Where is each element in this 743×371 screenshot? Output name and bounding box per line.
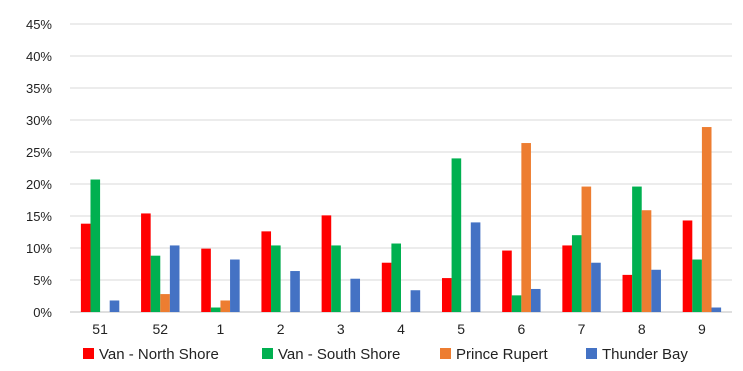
bar [391,243,401,312]
bar [331,245,341,312]
x-tick-label: 3 [337,321,345,337]
bar [571,235,582,312]
bar [711,307,722,312]
legend-label: Van - North Shore [99,346,219,363]
bar [141,213,151,312]
legend-item: Prince Rupert [440,346,549,363]
y-tick-label: 30% [26,113,52,128]
legend: Van - North Shore Van - South Shore Prince… [83,346,688,363]
bar [90,179,101,312]
bar [410,290,421,312]
bar [581,186,592,312]
gridlines [70,23,732,313]
bar [682,220,693,312]
bar [210,307,221,312]
bar [622,274,633,312]
legend-swatch [262,348,273,359]
legend-label: Thunder Bay [602,346,688,363]
bar [701,127,712,312]
y-tick-label: 25% [26,145,52,160]
bar [230,259,240,312]
legend-label: Van - South Shore [278,346,400,363]
bar [381,262,392,312]
bar [321,215,332,312]
bar [651,269,661,312]
y-tick-label: 40% [26,49,52,64]
bar [160,294,170,312]
x-tick-label: 2 [277,321,285,337]
bar [502,250,512,312]
bar [641,210,652,312]
legend-swatch [440,348,451,359]
legend-item: Van - North Shore [83,346,219,363]
y-tick-label: 10% [26,241,52,256]
x-tick-label: 1 [217,321,225,337]
bar [80,223,91,312]
bar [511,295,522,312]
y-tick-label: 5% [33,273,52,288]
bar [150,255,161,312]
legend-swatch [586,348,597,359]
y-tick-label: 15% [26,209,52,224]
bar [290,271,300,312]
x-tick-label: 6 [517,321,525,337]
legend-item: Van - South Shore [262,346,400,363]
x-tick-label: 5 [457,321,465,337]
bar [261,231,272,312]
y-tick-label: 20% [26,177,52,192]
y-tick-label: 35% [26,81,52,96]
legend-swatch [83,348,94,359]
x-tick-label: 8 [638,321,646,337]
bar [271,245,281,312]
bar [692,259,702,312]
x-axis-labels: 51 52 1 2 3 4 5 6 7 8 9 [92,321,706,337]
x-tick-label: 7 [578,321,586,337]
x-tick-label: 9 [698,321,706,337]
bars [80,127,722,312]
bar [591,262,601,312]
x-tick-label: 52 [152,321,168,337]
bar [201,248,211,312]
legend-item: Thunder Bay [586,346,688,363]
x-tick-label: 4 [397,321,405,337]
bar [441,278,452,312]
y-axis-labels: 0% 5% 10% 15% 20% 25% 30% 35% 40% 45% [26,17,52,320]
x-tick-label: 51 [92,321,108,337]
bar [562,245,572,312]
bar [109,300,120,312]
bar [530,288,541,312]
bar [220,300,231,312]
bar [350,278,361,312]
legend-label: Prince Rupert [456,346,549,363]
y-tick-label: 45% [26,17,52,32]
bar [451,158,462,312]
bar [521,143,531,312]
bar [632,186,642,312]
bar [470,222,481,312]
y-tick-label: 0% [33,305,52,320]
bar [169,245,180,312]
